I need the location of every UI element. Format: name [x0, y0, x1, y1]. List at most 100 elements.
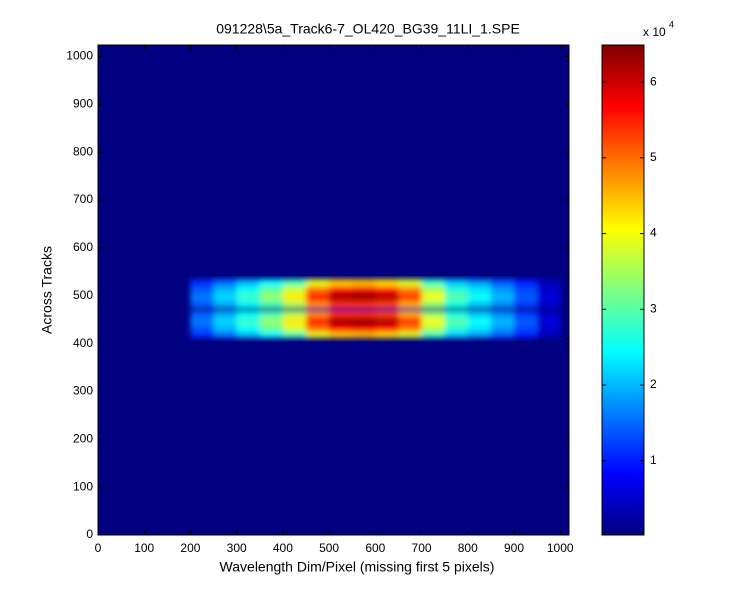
heatmap-cell	[467, 307, 492, 312]
heatmap-cell	[282, 317, 307, 325]
x-tick-label: 200	[180, 541, 200, 555]
heatmap-cell	[490, 278, 515, 287]
heatmap-cell	[537, 278, 561, 287]
heatmap-cell	[398, 286, 423, 294]
heatmap-cell	[421, 293, 446, 301]
heatmap-cell	[421, 307, 446, 312]
heatmap-cell	[421, 331, 446, 339]
heatmap-cell	[190, 307, 215, 312]
heatmap-cell	[259, 331, 284, 339]
x-tick-label: 700	[412, 541, 432, 555]
heatmap-cell	[352, 307, 376, 312]
heatmap-cell	[259, 278, 284, 287]
heatmap-cell	[537, 307, 561, 312]
heatmap-cell	[398, 317, 423, 325]
heatmap-cell	[490, 293, 515, 301]
heatmap-cell	[305, 293, 330, 301]
heatmap-cell	[259, 286, 284, 294]
heatmap-cell	[375, 317, 399, 325]
heatmap-cell	[236, 331, 261, 339]
heatmap-cell	[236, 307, 261, 312]
heatmap-cell	[375, 286, 399, 294]
heatmap-cell	[213, 286, 238, 294]
colorbar-tick-label: 4	[650, 226, 657, 240]
y-tick-label: 900	[73, 97, 93, 111]
heatmap-cell	[329, 311, 353, 318]
colorbar-tick-label: 1	[650, 453, 657, 467]
x-tick-label: 300	[227, 541, 247, 555]
heatmap-cell	[259, 324, 284, 332]
x-tick-label: 900	[504, 541, 524, 555]
colorbar-tick-label: 5	[650, 150, 657, 164]
heatmap-cell	[398, 293, 423, 301]
heatmap-cell	[490, 331, 515, 339]
heatmap-cell	[282, 307, 307, 312]
heatmap-cell	[490, 324, 515, 332]
heatmap-cell	[329, 300, 353, 308]
heatmap-cell	[444, 286, 469, 294]
heatmap-cell	[305, 307, 330, 312]
x-tick-label: 400	[273, 541, 293, 555]
y-tick-label: 200	[73, 431, 93, 445]
heatmap-cell	[537, 293, 561, 301]
heatmap-cell	[467, 324, 492, 332]
y-tick-label: 1000	[66, 49, 93, 63]
plot-frame	[97, 44, 570, 536]
heatmap-cell	[444, 317, 469, 325]
heatmap-cell	[537, 331, 561, 339]
x-tick-label: 600	[365, 541, 385, 555]
x-tick-label: 100	[134, 541, 154, 555]
y-tick-label: 400	[73, 336, 93, 350]
heatmap-cell	[513, 293, 538, 301]
heatmap-cell	[236, 317, 261, 325]
heatmap-cell	[537, 324, 561, 332]
y-tick-label: 0	[86, 527, 93, 541]
heatmap-cell	[236, 293, 261, 301]
heatmap-cell	[467, 331, 492, 339]
heatmap-cell	[375, 293, 399, 301]
heatmap-cell	[352, 286, 376, 294]
heatmap-cell	[282, 278, 307, 287]
heatmap-cell	[421, 317, 446, 325]
heatmap-cell	[513, 324, 538, 332]
heatmap-cell	[537, 311, 561, 318]
heatmap-cell	[305, 317, 330, 325]
heatmap-cell	[259, 307, 284, 312]
heatmap-cell	[537, 300, 561, 308]
heatmap-cell	[375, 311, 399, 318]
heatmap-cell	[259, 311, 284, 318]
heatmap-cell	[490, 317, 515, 325]
heatmap-cell	[467, 278, 492, 287]
x-tick-label: 0	[95, 541, 102, 555]
heatmap-cell	[513, 311, 538, 318]
heatmap-cell	[513, 286, 538, 294]
heatmap-cell	[444, 278, 469, 287]
y-tick-label: 600	[73, 240, 93, 254]
heatmap-cell	[352, 278, 376, 287]
heatmap-cell	[282, 300, 307, 308]
heatmap-cell	[305, 311, 330, 318]
y-tick-label: 100	[73, 479, 93, 493]
heatmap-cell	[213, 293, 238, 301]
heatmap-cell	[259, 317, 284, 325]
heatmap-cell	[513, 300, 538, 308]
x-tick-label: 1000	[547, 541, 574, 555]
heatmap-cell	[444, 300, 469, 308]
heatmap-cell	[329, 278, 353, 287]
heatmap-cell	[282, 293, 307, 301]
heatmap-cell	[305, 286, 330, 294]
heatmap-cell	[236, 324, 261, 332]
heatmap-cell	[490, 300, 515, 308]
heatmap-cell	[513, 317, 538, 325]
heatmap-cell	[329, 324, 353, 332]
heatmap-cell	[190, 311, 215, 318]
heatmap-cell	[329, 293, 353, 301]
heatmap-cell	[213, 324, 238, 332]
heatmap-cell	[329, 307, 353, 312]
heatmap-cell	[490, 307, 515, 312]
heatmap-cell	[352, 331, 376, 339]
heatmap-cell	[398, 331, 423, 339]
chart-title: 091228\5a_Track6-7_OL420_BG39_11LI_1.SPE	[216, 21, 520, 37]
heatmap-cell	[398, 311, 423, 318]
heatmap-cell	[305, 278, 330, 287]
